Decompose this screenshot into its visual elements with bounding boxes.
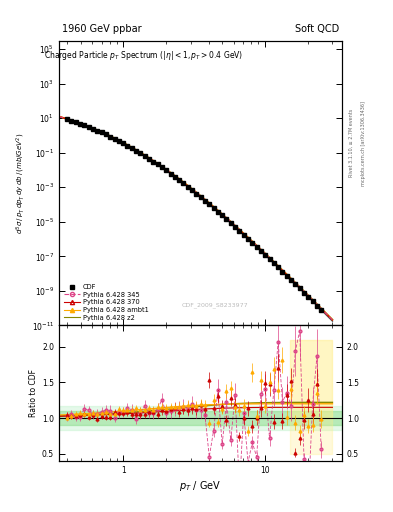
Legend: CDF, Pythia 6.428 345, Pythia 6.428 370, Pythia 6.428 ambt1, Pythia 6.428 z2: CDF, Pythia 6.428 345, Pythia 6.428 370,… (62, 283, 150, 322)
X-axis label: $p_T$ / GeV: $p_T$ / GeV (179, 479, 222, 493)
Text: Charged Particle $p_T$ Spectrum $(|\eta| < 1, p_T > 0.4$ GeV): Charged Particle $p_T$ Spectrum $(|\eta|… (44, 50, 244, 62)
Y-axis label: $d^3\sigma\,/\,p_T\,dp_T\,dy\,db\,/\,(mb/GeV^2)$: $d^3\sigma\,/\,p_T\,dp_T\,dy\,db\,/\,(mb… (15, 133, 28, 234)
Text: CDF_2009_S8233977: CDF_2009_S8233977 (181, 303, 248, 308)
Text: mcplots.cern.ch [arXiv:1306.3436]: mcplots.cern.ch [arXiv:1306.3436] (361, 101, 366, 186)
Text: Rivet 3.1.10, ≥ 2.7M events: Rivet 3.1.10, ≥ 2.7M events (349, 109, 354, 178)
Text: 1960 GeV ppbar: 1960 GeV ppbar (62, 24, 141, 34)
Text: Soft QCD: Soft QCD (295, 24, 339, 34)
Y-axis label: Ratio to CDF: Ratio to CDF (29, 369, 38, 417)
